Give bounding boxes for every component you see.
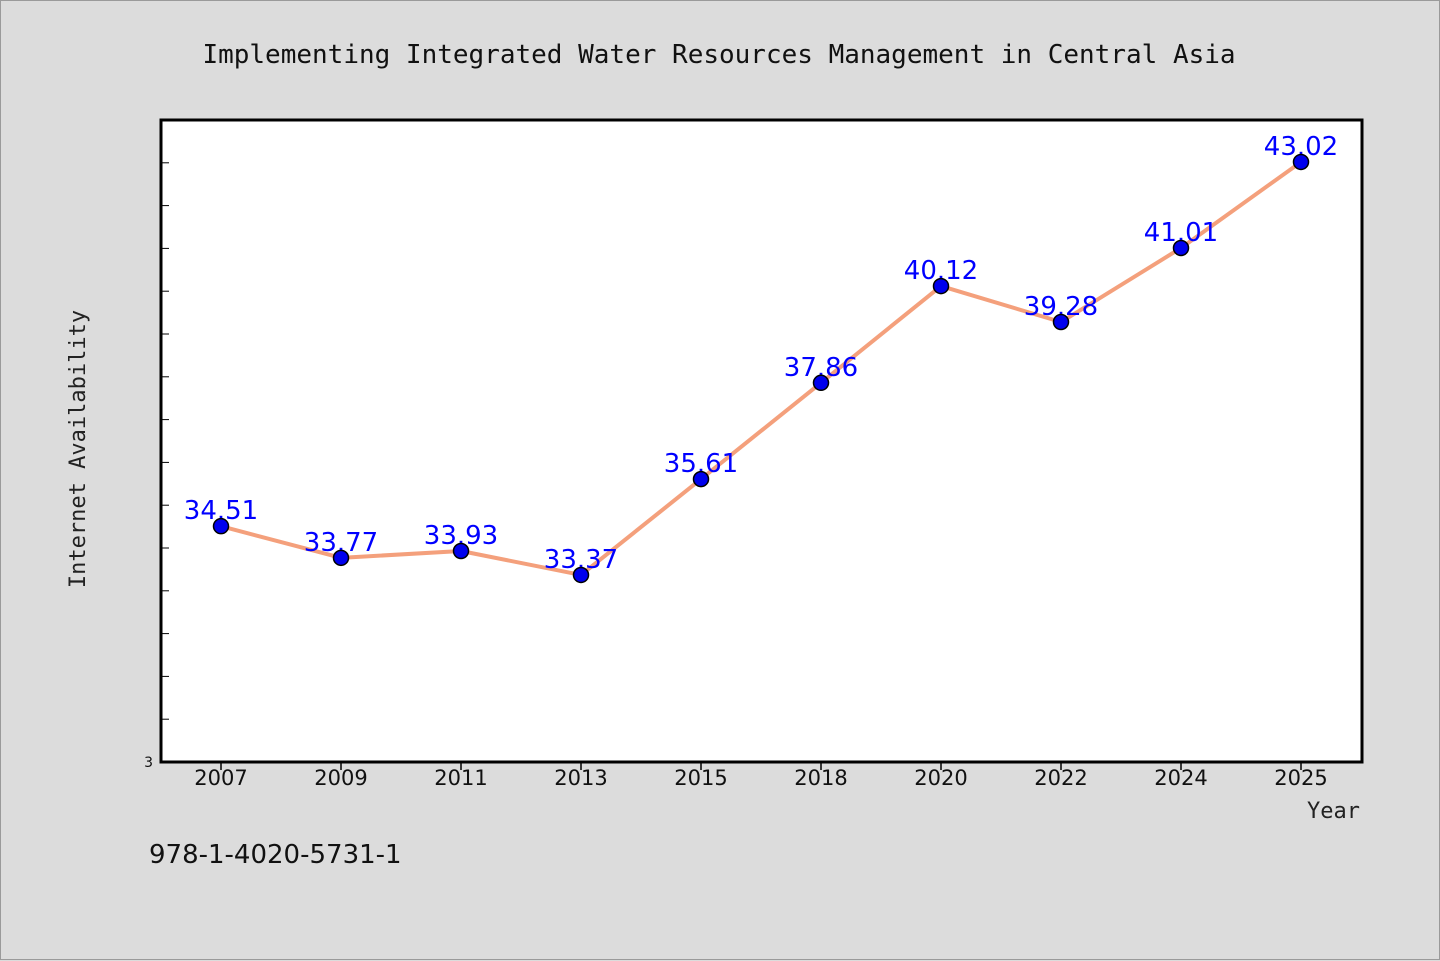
x-tick-label: 2007	[194, 766, 247, 790]
data-point	[1292, 153, 1310, 171]
x-tick-label: 2015	[674, 766, 727, 790]
x-tick-label: 2020	[914, 766, 967, 790]
x-tick-label: 2018	[794, 766, 847, 790]
chart-title: Implementing Integrated Water Resources …	[202, 40, 1235, 70]
y-axis-ticks	[161, 162, 169, 720]
x-tick-label: 2009	[314, 766, 367, 790]
x-tick-label: 2013	[554, 766, 607, 790]
data-point	[1172, 239, 1190, 257]
data-point	[812, 374, 830, 392]
data-point	[1052, 313, 1070, 331]
x-tick-label: 2022	[1034, 766, 1087, 790]
x-tick-label: 2025	[1274, 766, 1327, 790]
y-axis-label: Internet Availability	[66, 310, 91, 588]
data-point	[932, 277, 950, 295]
x-tick-label: 2011	[434, 766, 487, 790]
isbn-text: 978-1-4020-5731-1	[149, 840, 402, 870]
plot-area	[159, 118, 1364, 764]
data-point	[332, 549, 350, 567]
y-tick-label: 3	[144, 755, 153, 771]
x-axis: 2007 2009 2011 2013 2015 2018 2020 2022 2024 2025	[194, 762, 1328, 790]
data-point	[452, 542, 470, 560]
data-point	[572, 566, 590, 584]
data-point	[692, 470, 710, 488]
data-point	[212, 517, 230, 535]
x-tick-label: 2024	[1154, 766, 1207, 790]
x-axis-label: Year	[1307, 799, 1360, 824]
series-line	[220, 160, 1303, 577]
